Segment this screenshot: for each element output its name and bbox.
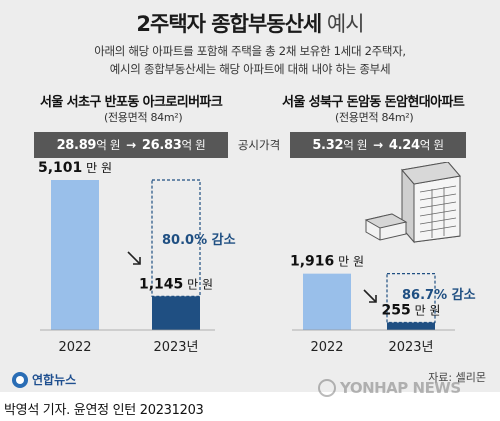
source-note: 자료: 셀리몬 — [428, 371, 486, 384]
infographic-card: 2주택자 종합부동산세 예시 아래의 해당 아파트를 포함해 주택을 총 2채 … — [0, 0, 500, 392]
apartment-building-icon — [364, 162, 461, 244]
page-title: 2주택자 종합부동산세 예시 — [0, 8, 500, 38]
tax-bar-charts: 5,101 만 원 1,145 만 원 2022 2023년 80.0% 감소 1,916… — [38, 160, 476, 355]
price-box-left: 28.89 억 원 → 26.83 억 원 — [34, 132, 228, 158]
change-label: 86.7% 감소 — [402, 288, 476, 303]
arrow-right-icon: → — [126, 138, 136, 152]
apartment-area-left: (전용면적 84m²) — [104, 111, 183, 124]
watermark-text: YONHAP NEWS — [340, 379, 461, 397]
data-label: 1,145 만 원 — [139, 276, 213, 292]
previous-level-outline — [151, 179, 201, 297]
apartment-name-right: 서울 성북구 돈암동 돈암현대아파트 — [282, 95, 465, 110]
yonhap-logo-icon — [12, 371, 28, 388]
price-from-left: 28.89 — [56, 137, 97, 153]
price-from-right: 5.32 — [312, 137, 344, 153]
price-unit: 억 원 — [181, 138, 206, 152]
subtitle-line-2: 예시의 종합부동산세는 해당 아파트에 대해 내야 하는 종부세 — [109, 62, 391, 76]
arrow-head — [133, 257, 141, 265]
price-unit: 억 원 — [419, 138, 444, 152]
price-unit: 억 원 — [96, 138, 121, 152]
subtitle: 아래의 해당 아파트를 포함해 주택을 총 2채 보유한 1세대 2주택자, 예… — [0, 42, 500, 78]
decrease-arrow-icon — [127, 251, 141, 265]
tick-label: 2023년 — [388, 340, 433, 355]
price-to-left: 26.83 — [141, 137, 182, 153]
subtitle-line-1: 아래의 해당 아파트를 포함해 주택을 총 2채 보유한 1세대 2주택자, — [94, 44, 406, 58]
title-main: 2주택자 종합부동산세 — [136, 12, 322, 36]
data-label: 5,101 만 원 — [38, 160, 112, 176]
tick-label: 2022 — [310, 340, 343, 355]
apartment-name-left: 서울 서초구 반포동 아크로리버파크 — [40, 95, 223, 110]
arrow-shaft — [127, 251, 141, 265]
tick-label: 2023년 — [153, 340, 198, 355]
arrow-right-icon: → — [373, 138, 383, 152]
bar-2022 — [51, 180, 99, 330]
bar-2023 — [152, 296, 200, 330]
data-label: 255 만 원 — [382, 303, 441, 319]
price-box-right: 5.32 억 원 → 4.24 억 원 — [290, 132, 466, 158]
apartment-area-right: (전용면적 84m²) — [335, 111, 414, 124]
change-label: 80.0% 감소 — [162, 233, 236, 248]
bar-2022 — [303, 273, 351, 330]
title-suffix: 예시 — [326, 12, 365, 36]
bar-2023 — [387, 322, 435, 330]
watermark: YONHAP NEWS — [318, 379, 461, 397]
decrease-arrow-icon — [363, 289, 377, 303]
tick-label: 2022 — [58, 340, 91, 355]
price-label: 공시가격 — [237, 138, 281, 152]
arrow-head — [369, 295, 377, 303]
logo: 연합뉴스 — [12, 371, 76, 388]
price-unit: 억 원 — [343, 138, 368, 152]
watermark-logo-icon — [318, 379, 336, 397]
logo-text: 연합뉴스 — [32, 373, 77, 387]
price-to-right: 4.24 — [388, 137, 420, 153]
credit-line: 박영석 기자. 윤연정 인턴 20231203 — [4, 403, 204, 418]
arrow-shaft — [363, 289, 377, 303]
data-label: 1,916 만 원 — [290, 254, 364, 270]
